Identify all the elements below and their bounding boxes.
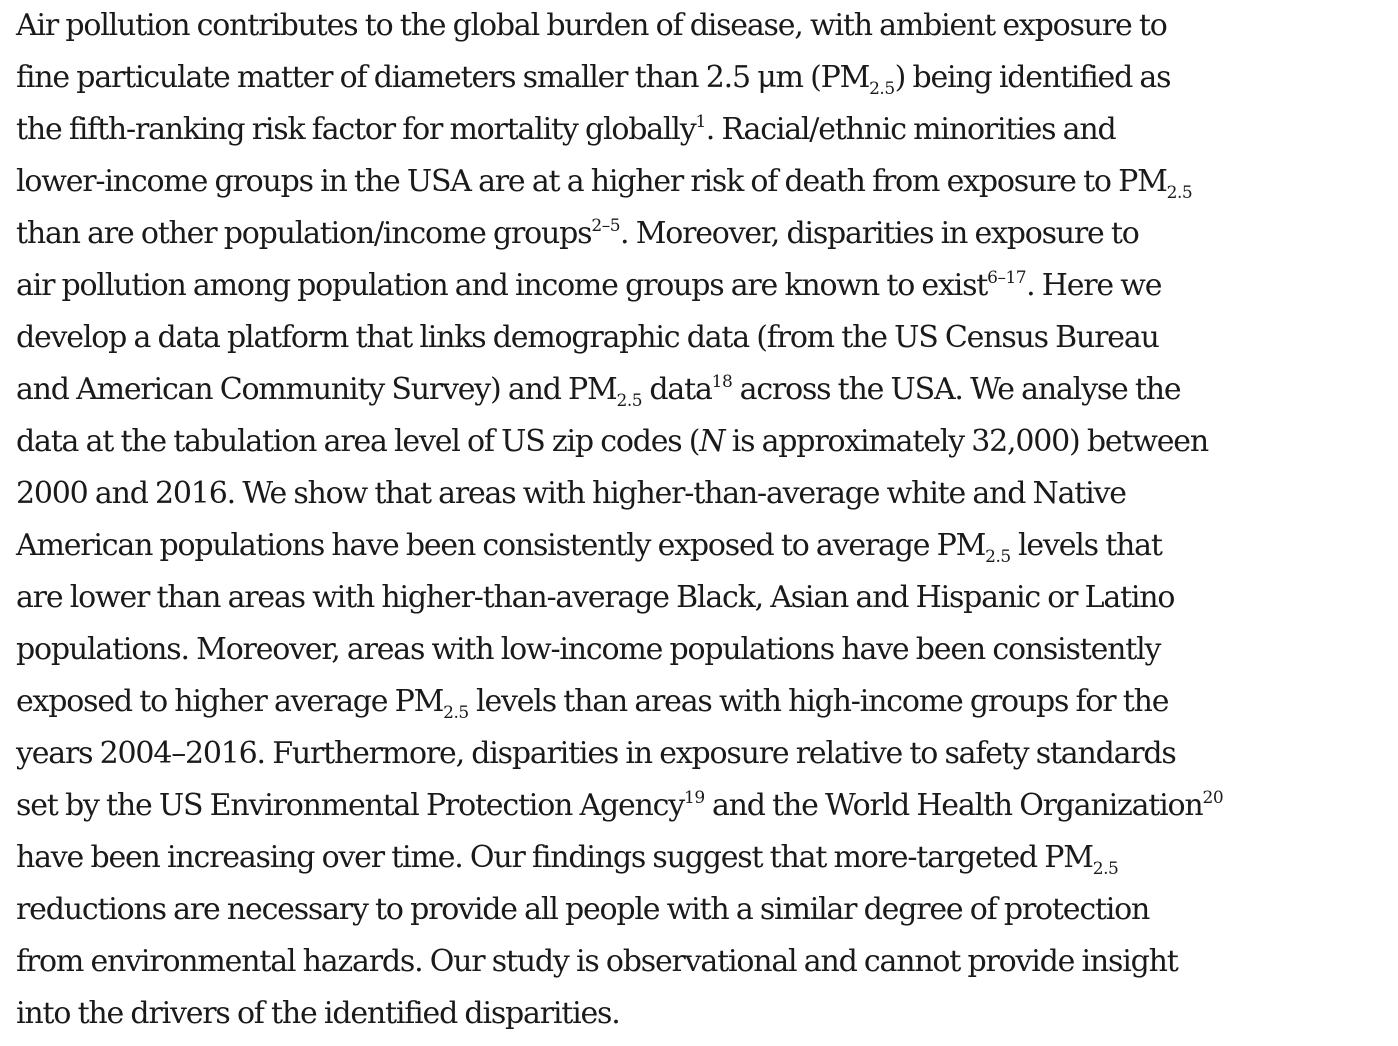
abstract-line: Air pollution contributes to the global …	[16, 0, 1392, 52]
abstract-line: than are other population/income groups2…	[16, 208, 1392, 260]
text-run: American populations have been consisten…	[16, 528, 986, 563]
abstract-line: data at the tabulation area level of US …	[16, 416, 1392, 468]
subscript: 2.5	[869, 79, 895, 99]
text-run: exposed to higher average PM	[16, 684, 444, 719]
text-run: is approximately 32,000) between	[724, 424, 1210, 459]
text-run: reductions are necessary to provide all …	[16, 892, 1150, 927]
abstract-line: American populations have been consisten…	[16, 520, 1392, 572]
subscript: 2.5	[1092, 859, 1119, 879]
text-run: across the USA. We analyse the	[732, 372, 1182, 407]
abstract-line: 2000 and 2016. We show that areas with h…	[16, 468, 1392, 520]
text-run: and the World Health Organization	[704, 788, 1204, 823]
subscript: 2.5	[1166, 183, 1193, 203]
text-run: ) being identified as	[894, 60, 1172, 95]
text-run: than are other population/income groups	[16, 216, 593, 251]
citation-superscript: 19	[684, 788, 705, 808]
abstract-paragraph: Air pollution contributes to the global …	[16, 0, 1392, 1040]
abstract-line: from environmental hazards. Our study is…	[16, 936, 1392, 988]
text-run: are lower than areas with higher-than-av…	[16, 580, 1175, 615]
text-run: data at the tabulation area level of US …	[16, 424, 700, 459]
subscript: 2.5	[616, 391, 643, 411]
text-run: years 2004–2016. Furthermore, disparitie…	[16, 736, 1177, 771]
text-run: have been increasing over time. Our find…	[16, 840, 1094, 875]
subscript: 2.5	[443, 703, 469, 723]
abstract-line: are lower than areas with higher-than-av…	[16, 572, 1392, 624]
text-run: develop a data platform that links demog…	[16, 320, 1160, 355]
abstract-line: years 2004–2016. Furthermore, disparitie…	[16, 728, 1392, 780]
text-run: into the drivers of the identified dispa…	[16, 996, 621, 1031]
subscript: 2.5	[985, 547, 1011, 567]
abstract-line: reductions are necessary to provide all …	[16, 884, 1392, 936]
abstract-line: develop a data platform that links demog…	[16, 312, 1392, 364]
text-run: populations. Moreover, areas with low-in…	[16, 632, 1161, 667]
text-run: fine particulate matter of diameters sma…	[16, 60, 870, 95]
text-run: levels that	[1010, 528, 1163, 563]
citation-superscript: 6–17	[987, 268, 1027, 288]
text-run: and American Community Survey) and PM	[16, 372, 618, 407]
abstract-line: populations. Moreover, areas with low-in…	[16, 624, 1392, 676]
text-run: . Moreover, disparities in exposure to	[620, 216, 1140, 251]
abstract-line: have been increasing over time. Our find…	[16, 832, 1392, 884]
text-run: Air pollution contributes to the global …	[16, 8, 1168, 43]
citation-superscript: 20	[1202, 788, 1224, 808]
text-run: levels than areas with high-income group…	[468, 684, 1169, 719]
text-run: . Racial/ethnic minorities and	[705, 112, 1117, 147]
citation-superscript: 18	[711, 372, 733, 392]
citation-superscript: 1	[695, 112, 706, 132]
text-run: data	[642, 372, 712, 407]
italic-symbol: N	[699, 424, 725, 459]
abstract-line: air pollution among population and incom…	[16, 260, 1392, 312]
text-run: air pollution among population and incom…	[16, 268, 988, 303]
abstract-line: lower-income groups in the USA are at a …	[16, 156, 1392, 208]
abstract-line: the fifth-ranking risk factor for mortal…	[16, 104, 1392, 156]
abstract-line: exposed to higher average PM2.5 levels t…	[16, 676, 1392, 728]
text-run: set by the US Environmental Protection A…	[16, 788, 685, 823]
citation-superscript: 2–5	[591, 216, 621, 236]
text-run: the fifth-ranking risk factor for mortal…	[16, 112, 697, 147]
abstract-line: and American Community Survey) and PM2.5…	[16, 364, 1392, 416]
abstract-line: set by the US Environmental Protection A…	[16, 780, 1392, 832]
text-run: lower-income groups in the USA are at a …	[16, 164, 1168, 199]
abstract-line: into the drivers of the identified dispa…	[16, 988, 1392, 1040]
abstract-line: fine particulate matter of diameters sma…	[16, 52, 1392, 104]
text-run: . Here we	[1026, 268, 1162, 303]
text-run: 2000 and 2016. We show that areas with h…	[16, 476, 1127, 511]
text-run: from environmental hazards. Our study is…	[16, 944, 1179, 979]
